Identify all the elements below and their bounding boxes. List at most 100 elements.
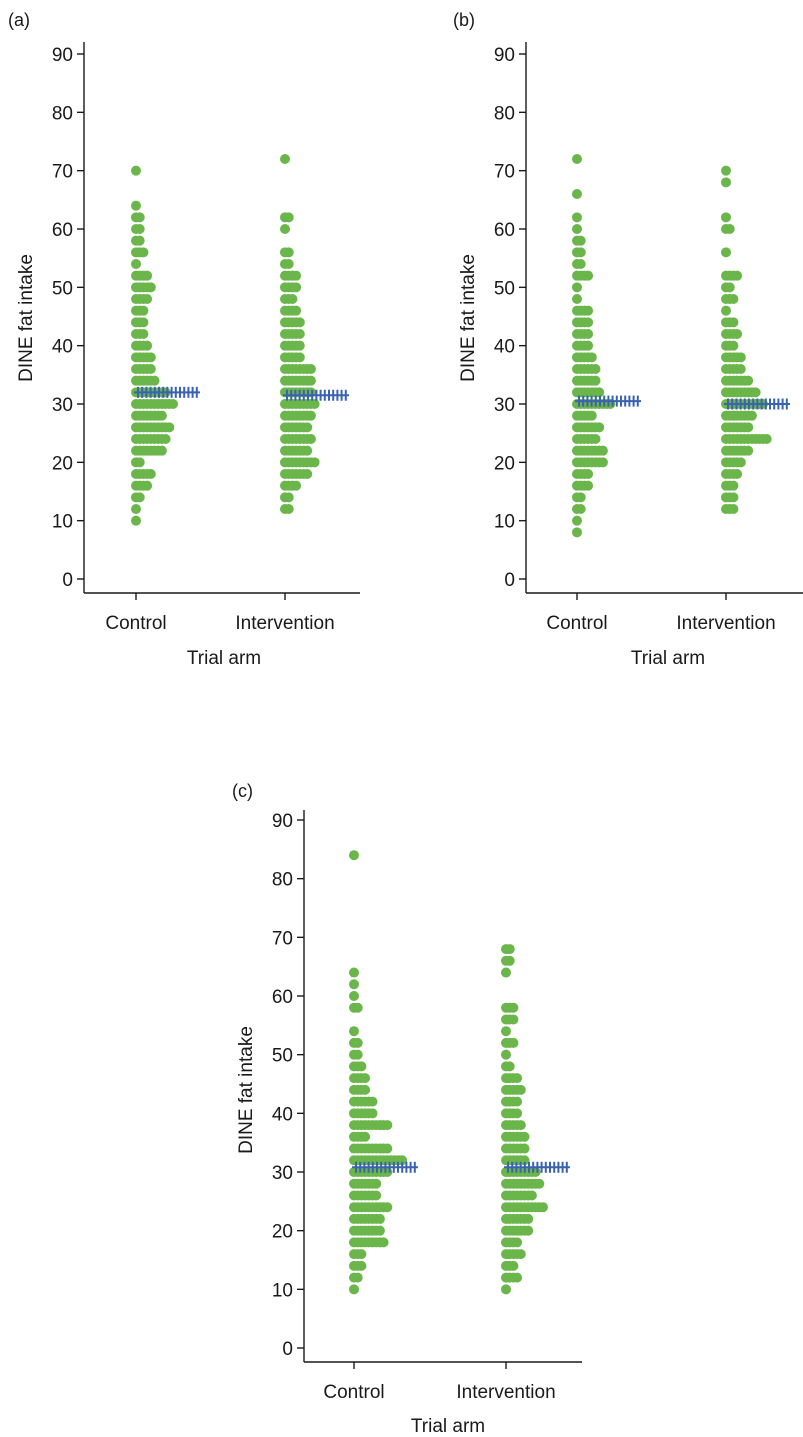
- data-point: [142, 480, 153, 491]
- x-tick-label: Intervention: [456, 1382, 555, 1403]
- data-point: [728, 294, 739, 304]
- data-point: [305, 434, 316, 444]
- mean-marker: [504, 1161, 570, 1173]
- data-point: [294, 352, 305, 363]
- x-tick-label: Control: [323, 1382, 384, 1403]
- data-point: [735, 364, 746, 374]
- mean-marker: [575, 395, 641, 407]
- data-point: [572, 189, 582, 199]
- data-point: [743, 375, 754, 386]
- y-tick-label: 40: [272, 1104, 293, 1125]
- data-point: [590, 375, 601, 386]
- data-point: [508, 1002, 519, 1013]
- data-point: [586, 352, 597, 363]
- data-point: [142, 294, 153, 304]
- panel-b: (b) 0 10 20 30 40 50 60 70 80 90 Control Interventi…: [453, 10, 803, 669]
- data-point: [732, 469, 743, 479]
- data-point: [294, 317, 305, 328]
- data-point: [367, 1108, 378, 1119]
- data-point: [138, 247, 149, 258]
- x-tick-label: Intervention: [235, 613, 334, 634]
- y-tick-label: 70: [494, 162, 515, 183]
- data-point: [583, 469, 594, 479]
- data-point: [575, 235, 586, 246]
- data-point: [145, 364, 156, 374]
- data-point: [397, 1155, 408, 1166]
- y-tick-label: 60: [494, 220, 515, 241]
- y-tick-label: 50: [52, 278, 73, 299]
- data-point: [575, 247, 586, 258]
- data-point: [156, 445, 167, 456]
- data-point: [349, 979, 359, 990]
- data-point: [283, 212, 294, 223]
- y-tick-label: 30: [272, 1163, 293, 1184]
- data-point: [530, 1167, 541, 1177]
- y-tick-label: 0: [282, 1339, 293, 1360]
- mean-marker: [283, 389, 349, 401]
- data-point: [352, 1272, 363, 1283]
- data-point: [360, 1131, 371, 1142]
- x-axis-title: Trial arm: [631, 648, 705, 669]
- y-tick-label: 40: [494, 337, 515, 358]
- data-point: [597, 445, 608, 456]
- data-point: [352, 1037, 363, 1048]
- y-tick-label: 0: [62, 570, 73, 591]
- data-point: [280, 154, 290, 164]
- data-point: [572, 224, 582, 234]
- data-point: [160, 434, 171, 444]
- x-tick-label: Control: [105, 613, 166, 634]
- data-point: [352, 1049, 363, 1060]
- y-tick-label: 90: [52, 45, 73, 66]
- data-point: [750, 387, 761, 398]
- data-point: [305, 364, 316, 374]
- data-point: [360, 1084, 371, 1095]
- data-point: [761, 434, 772, 444]
- data-point: [508, 1014, 519, 1025]
- data-point: [583, 480, 594, 491]
- data-point: [145, 282, 156, 293]
- data-point: [283, 492, 294, 503]
- series-control: [131, 165, 178, 526]
- data-point: [131, 259, 141, 269]
- data-point: [732, 329, 743, 339]
- y-tick-label: 70: [272, 928, 293, 949]
- y-tick-label: 20: [272, 1222, 293, 1243]
- data-point: [732, 270, 743, 281]
- data-point: [371, 1190, 382, 1201]
- data-point: [145, 469, 156, 479]
- plot-area: 0 10 20 30 40 50 60 70 80 90 Control Intervention: [272, 810, 582, 1403]
- data-point: [382, 1143, 393, 1154]
- y-tick-label: 70: [52, 162, 73, 183]
- y-tick-label: 10: [52, 512, 73, 533]
- x-axis-title: Trial arm: [411, 1416, 485, 1437]
- data-point: [512, 1272, 523, 1283]
- data-point: [575, 504, 586, 514]
- data-point: [512, 1237, 523, 1248]
- data-point: [283, 259, 294, 269]
- data-point: [134, 224, 145, 234]
- data-point: [134, 212, 145, 223]
- data-point: [512, 1073, 523, 1084]
- data-point: [280, 224, 290, 234]
- data-point: [501, 967, 511, 978]
- data-point: [138, 317, 149, 328]
- data-point: [504, 955, 515, 966]
- data-point: [572, 294, 582, 304]
- y-tick-label: 60: [272, 987, 293, 1008]
- data-point: [721, 165, 731, 176]
- data-point: [378, 1237, 389, 1248]
- data-point: [142, 340, 153, 351]
- data-point: [746, 410, 757, 421]
- data-point: [501, 1026, 511, 1037]
- data-point: [724, 224, 735, 234]
- data-point: [515, 1120, 526, 1131]
- mean-marker: [352, 1161, 418, 1173]
- data-point: [504, 1061, 515, 1072]
- x-tick-label: Control: [546, 613, 607, 634]
- data-point: [356, 1260, 367, 1271]
- data-point: [374, 1213, 385, 1224]
- y-tick-label: 80: [494, 103, 515, 124]
- data-point: [519, 1143, 530, 1154]
- data-point: [501, 1049, 511, 1060]
